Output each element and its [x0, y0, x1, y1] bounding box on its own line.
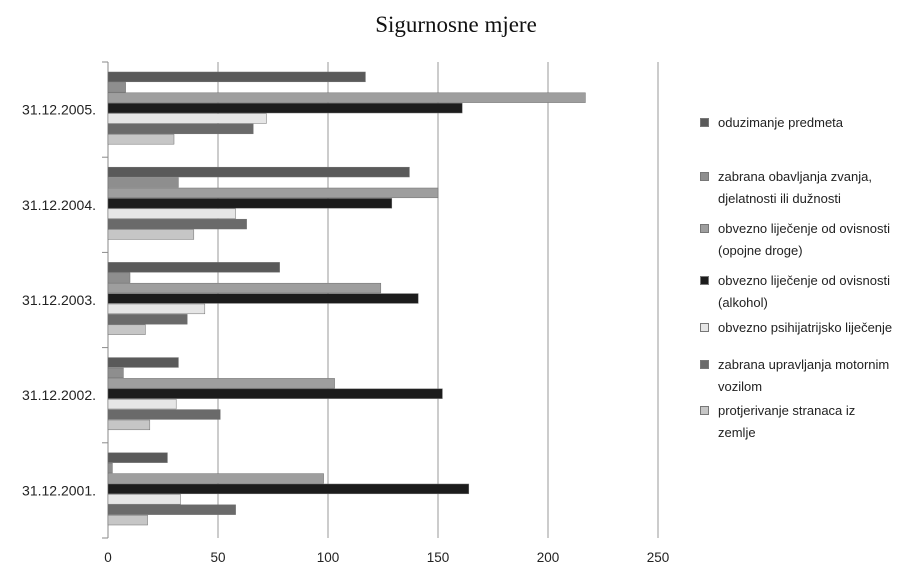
- bar: [107, 229, 195, 240]
- legend-swatch: [700, 172, 709, 181]
- legend-item: protjerivanje stranaca iz zemlje: [700, 400, 910, 444]
- bar: [107, 452, 168, 463]
- category-label: 31.12.2002.: [22, 387, 96, 403]
- legend-swatch: [700, 118, 709, 127]
- legend-swatch: [700, 276, 709, 285]
- bar: [107, 398, 177, 410]
- bar-chart: 0 50 100 150 200 250 31.12.2005. 31.12.2004. 31.…: [22, 61, 670, 564]
- bar: [107, 357, 179, 368]
- bar: [107, 314, 188, 325]
- category-label: 31.12.2003.: [22, 292, 96, 308]
- legend-label: zabrana obavljanja zvanja, djelatnosti i…: [718, 169, 872, 206]
- bar: [107, 514, 148, 526]
- bar: [107, 504, 236, 515]
- legend-item: obvezno liječenje od ovisnosti (alkohol): [700, 270, 910, 314]
- legend-item: obvezno liječenje od ovisnosti (opojne d…: [700, 218, 910, 262]
- bar: [107, 82, 126, 93]
- legend-label: protjerivanje stranaca iz zemlje: [718, 403, 856, 440]
- bar: [107, 303, 206, 315]
- bar: [107, 388, 443, 399]
- legend-label: oduzimanje predmeta: [718, 115, 844, 130]
- bar: [107, 208, 236, 219]
- category-label: 31.12.2004.: [22, 197, 96, 213]
- bar: [107, 483, 470, 495]
- x-tick-label: 0: [104, 550, 112, 564]
- legend-swatch: [700, 323, 709, 332]
- bar: [107, 293, 419, 304]
- x-tick-label: 250: [647, 550, 670, 564]
- chart-title: Sigurnosne mjere: [375, 12, 537, 37]
- bar: [107, 324, 146, 335]
- bar: [107, 462, 113, 474]
- bar: [107, 378, 335, 389]
- bar: [107, 262, 280, 273]
- bar: [107, 367, 124, 379]
- bar: [107, 113, 267, 124]
- legend-item: obvezno psihijatrijsko liječenje: [700, 317, 910, 339]
- bar: [107, 272, 131, 283]
- bar: [107, 473, 324, 484]
- legend-item: oduzimanje predmeta: [700, 112, 910, 134]
- legend-label: obvezno liječenje od ovisnosti (opojne d…: [718, 221, 890, 258]
- legend-label: obvezno psihijatrijsko liječenje: [718, 320, 893, 335]
- bar: [107, 166, 410, 178]
- legend-label: zabrana upravljanja motornim vozilom: [718, 357, 890, 394]
- bar: [107, 71, 366, 83]
- x-tick-label: 200: [537, 550, 560, 564]
- bar: [107, 187, 439, 199]
- bar: [107, 282, 382, 294]
- legend-swatch: [700, 360, 709, 369]
- bar: [107, 92, 586, 103]
- bar: [107, 419, 151, 431]
- legend-item: zabrana obavljanja zvanja, djelatnosti i…: [700, 166, 910, 210]
- bar: [107, 494, 181, 505]
- bar: [107, 177, 179, 188]
- bar: [107, 409, 221, 420]
- legend-label: obvezno liječenje od ovisnosti (alkohol): [718, 273, 890, 310]
- x-tick-label: 150: [427, 550, 450, 564]
- legend-item: zabrana upravljanja motornim vozilom: [700, 354, 910, 398]
- category-label: 31.12.2001.: [22, 482, 96, 498]
- bar: [107, 218, 247, 230]
- legend-swatch: [700, 406, 709, 415]
- bar: [107, 102, 463, 114]
- bar: [107, 123, 254, 135]
- x-tick-label: 100: [317, 550, 340, 564]
- bar: [107, 134, 175, 145]
- legend-swatch: [700, 224, 709, 233]
- bar: [107, 198, 393, 209]
- x-tick-label: 50: [210, 550, 225, 564]
- category-label: 31.12.2005.: [22, 102, 96, 118]
